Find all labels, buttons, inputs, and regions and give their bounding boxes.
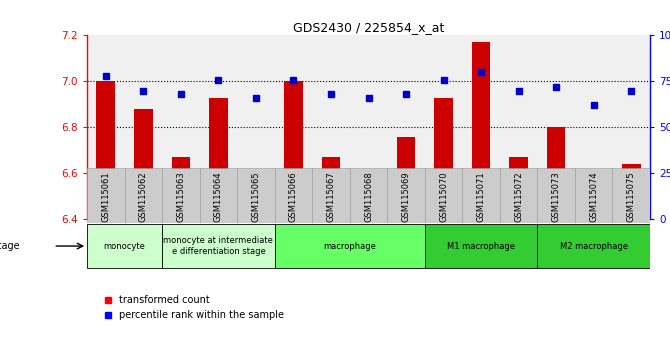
FancyBboxPatch shape <box>575 168 612 223</box>
FancyBboxPatch shape <box>612 168 650 223</box>
Text: GSM115074: GSM115074 <box>589 171 598 222</box>
FancyBboxPatch shape <box>312 168 350 223</box>
Bar <box>509 158 528 219</box>
Text: M1 macrophage: M1 macrophage <box>447 241 515 251</box>
Bar <box>284 81 303 219</box>
FancyBboxPatch shape <box>125 168 162 223</box>
Bar <box>434 98 453 219</box>
Text: macrophage: macrophage <box>324 241 376 251</box>
FancyBboxPatch shape <box>275 224 425 268</box>
FancyBboxPatch shape <box>200 168 237 223</box>
Text: M2 macrophage: M2 macrophage <box>559 241 628 251</box>
Text: monocyte at intermediate
e differentiation stage: monocyte at intermediate e differentiati… <box>163 236 273 256</box>
Text: GSM115072: GSM115072 <box>514 171 523 222</box>
Text: GSM115063: GSM115063 <box>176 171 186 222</box>
FancyBboxPatch shape <box>162 168 200 223</box>
FancyBboxPatch shape <box>500 168 537 223</box>
FancyBboxPatch shape <box>537 168 575 223</box>
FancyBboxPatch shape <box>162 224 275 268</box>
Bar <box>96 81 115 219</box>
Text: GSM115064: GSM115064 <box>214 171 223 222</box>
Text: GSM115066: GSM115066 <box>289 171 298 222</box>
Bar <box>322 158 340 219</box>
Text: GSM115068: GSM115068 <box>364 171 373 222</box>
Bar <box>584 215 603 219</box>
FancyBboxPatch shape <box>537 224 650 268</box>
FancyBboxPatch shape <box>87 168 125 223</box>
Text: GSM115062: GSM115062 <box>139 171 148 222</box>
Bar <box>247 173 265 219</box>
FancyBboxPatch shape <box>237 168 275 223</box>
Bar <box>472 42 490 219</box>
FancyBboxPatch shape <box>425 168 462 223</box>
FancyBboxPatch shape <box>387 168 425 223</box>
Text: monocyte: monocyte <box>104 241 145 251</box>
Bar <box>397 137 415 219</box>
Title: GDS2430 / 225854_x_at: GDS2430 / 225854_x_at <box>293 21 444 34</box>
Text: GSM115071: GSM115071 <box>476 171 486 222</box>
Text: GSM115067: GSM115067 <box>326 171 336 222</box>
Bar <box>359 171 378 219</box>
Text: GSM115065: GSM115065 <box>251 171 261 222</box>
Bar <box>209 98 228 219</box>
Text: GSM115061: GSM115061 <box>101 171 111 222</box>
FancyBboxPatch shape <box>462 168 500 223</box>
FancyBboxPatch shape <box>350 168 387 223</box>
Bar <box>172 158 190 219</box>
Text: GSM115075: GSM115075 <box>626 171 636 222</box>
Bar <box>622 164 641 219</box>
Legend: transformed count, percentile rank within the sample: transformed count, percentile rank withi… <box>105 295 284 320</box>
Text: GSM115073: GSM115073 <box>551 171 561 222</box>
Text: development stage: development stage <box>0 241 20 251</box>
FancyBboxPatch shape <box>425 224 537 268</box>
FancyBboxPatch shape <box>87 224 162 268</box>
FancyBboxPatch shape <box>275 168 312 223</box>
Text: GSM115070: GSM115070 <box>439 171 448 222</box>
Text: GSM115069: GSM115069 <box>401 171 411 222</box>
Bar <box>134 109 153 219</box>
Bar <box>547 127 565 219</box>
